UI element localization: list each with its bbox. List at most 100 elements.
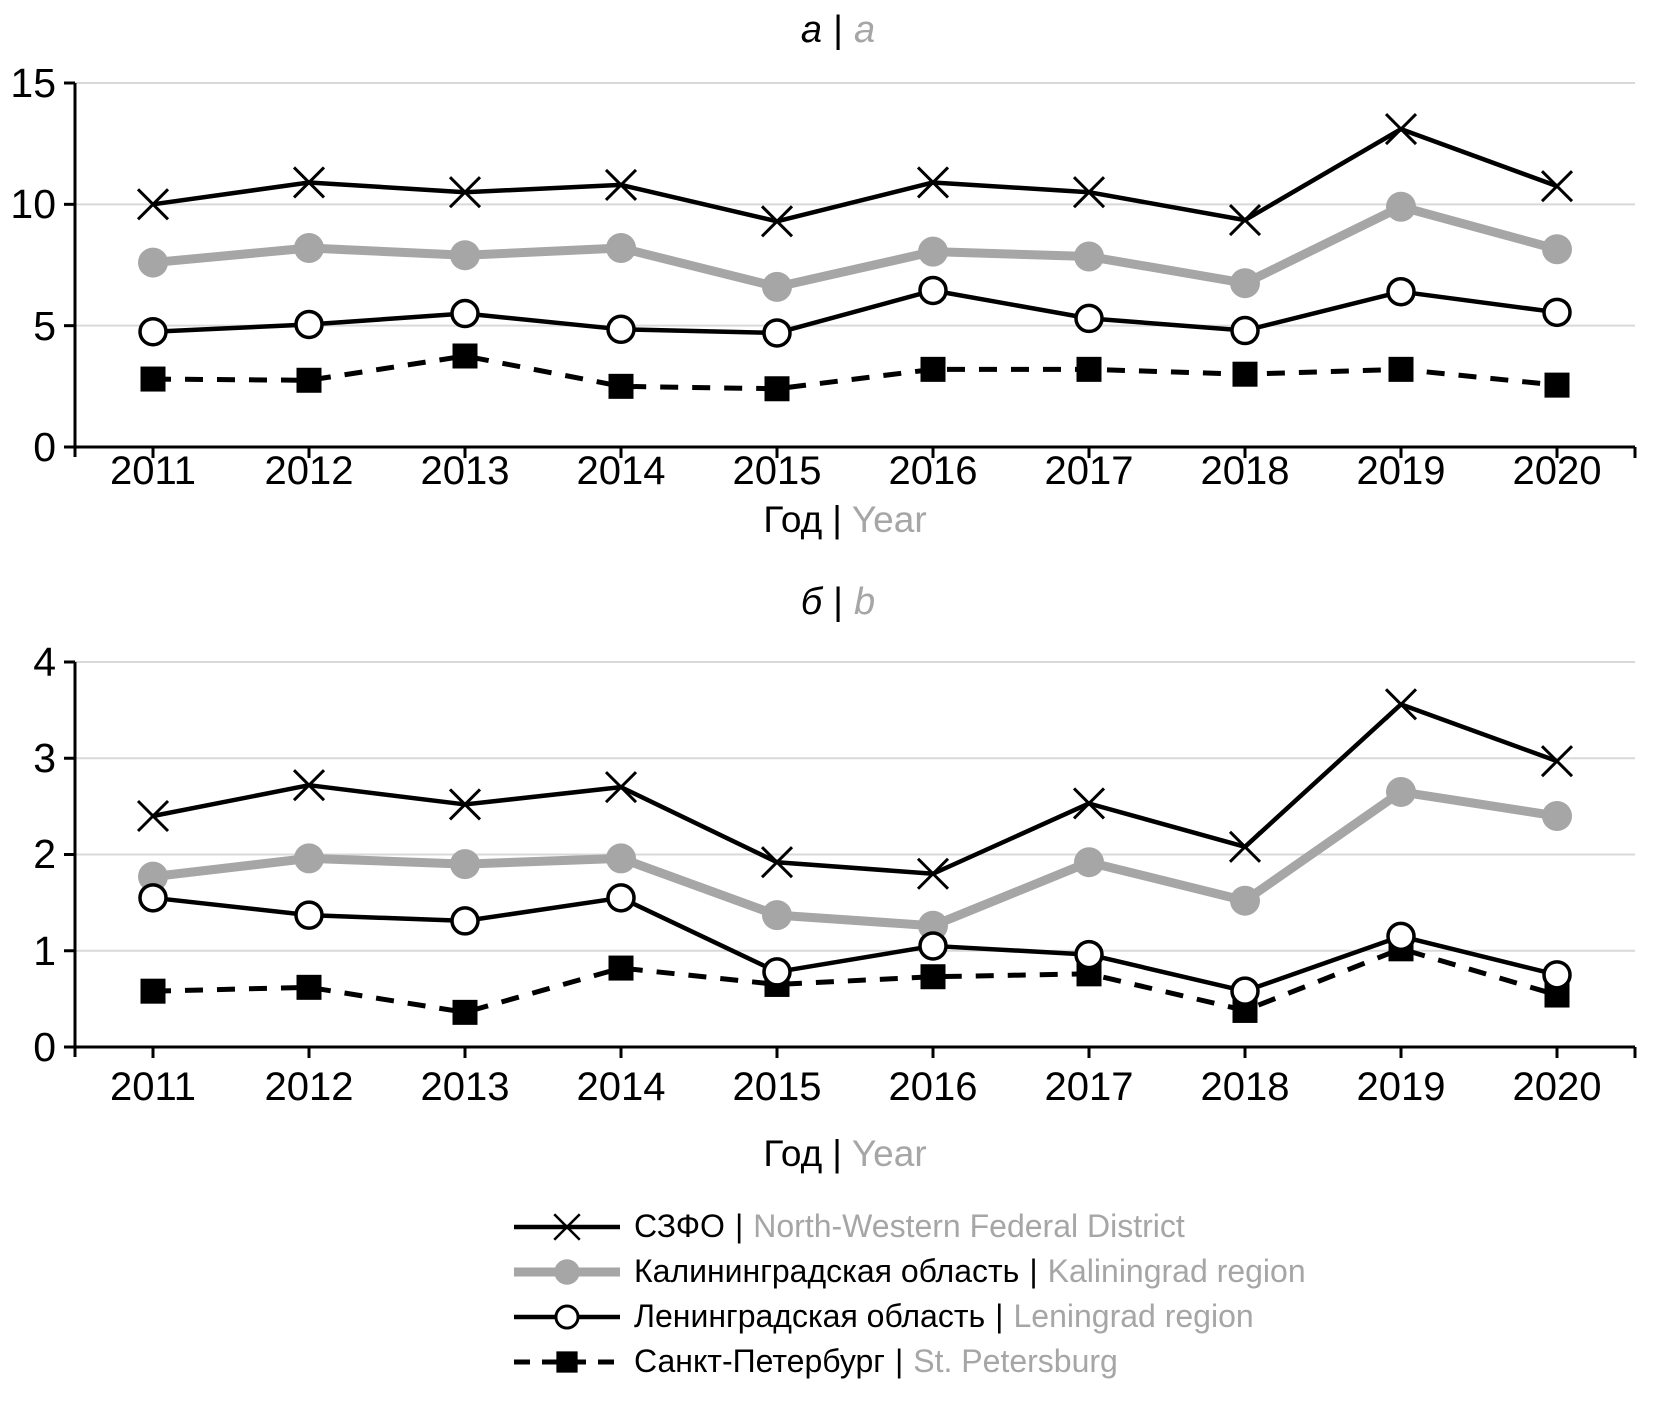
dot-marker xyxy=(606,843,636,874)
series-line xyxy=(152,126,1558,224)
open-circle-marker xyxy=(606,883,636,913)
x-marker xyxy=(1228,204,1262,237)
open-circle-marker xyxy=(450,298,480,329)
dot-marker xyxy=(450,849,480,880)
series-line xyxy=(152,946,1558,1015)
dot-marker xyxy=(918,910,948,941)
x-tick-label: 2013 xyxy=(421,449,510,493)
dot-marker xyxy=(138,861,168,892)
y-tick-label: 2 xyxy=(33,831,56,877)
x-tick-label: 2015 xyxy=(733,1065,822,1109)
x-tick-label: 2014 xyxy=(577,449,666,493)
dot-marker xyxy=(450,240,480,271)
square-marker xyxy=(608,955,634,981)
x-tick-label: 2017 xyxy=(1045,449,1134,493)
x-tick-label: 2013 xyxy=(421,1065,510,1109)
legend-separator: | xyxy=(1029,1253,1038,1289)
open-circle-marker xyxy=(1386,276,1416,307)
legend-separator: | xyxy=(894,1343,904,1379)
open-circle-marker xyxy=(762,957,792,987)
chart-a-yaxis-labels: 0 5 10 15 xyxy=(10,60,56,470)
open-circle-marker xyxy=(1230,315,1260,346)
square-marker xyxy=(1232,361,1258,387)
open-circle-marker xyxy=(606,314,636,345)
open-circle-marker xyxy=(1542,960,1572,990)
chart-a-xaxis-title: Год | Year xyxy=(763,499,926,540)
x-marker xyxy=(1228,830,1262,863)
legend-item-szfo: СЗФО | North-Western Federal District xyxy=(512,1204,1306,1249)
x-marker xyxy=(604,771,638,804)
open-circle-marker xyxy=(138,316,168,347)
dot-marker xyxy=(1074,241,1104,272)
square-marker xyxy=(140,978,166,1004)
x-tick-label: 2020 xyxy=(1513,1065,1602,1109)
open-circle-marker xyxy=(1386,921,1416,952)
x-marker xyxy=(553,1212,581,1241)
legend-item-kaliningrad: Калининградская область | Kaliningrad re… xyxy=(512,1249,1306,1294)
dot-marker xyxy=(1230,268,1260,299)
dot-marker xyxy=(294,843,324,874)
series-line xyxy=(152,702,1558,876)
open-circle-marker xyxy=(1230,976,1260,1006)
x-marker xyxy=(292,769,326,802)
line-open-circle-marker-icon xyxy=(514,1303,620,1330)
dot-marker xyxy=(1230,885,1260,916)
open-circle-marker xyxy=(918,275,948,306)
series-line xyxy=(152,202,1559,292)
x-marker xyxy=(916,166,950,199)
x-marker xyxy=(1072,176,1106,209)
square-marker xyxy=(1544,372,1570,398)
dot-marker xyxy=(1386,776,1416,807)
chart-b: б | b 0 1 2 3 4 2011 2012 2013 2014 2015 2016 20… xyxy=(33,581,1637,1174)
legend-label-en: St. Petersburg xyxy=(913,1343,1118,1379)
open-circle-marker xyxy=(138,883,168,913)
legend-label-ru: Ленинградская область xyxy=(634,1298,986,1334)
chart-a: а | a 0 5 10 15 2011 2012 2013 2014 2015 2016 20… xyxy=(10,9,1637,540)
square-marker xyxy=(1076,356,1102,382)
series-line xyxy=(152,895,1558,994)
square-marker xyxy=(920,964,946,990)
legend: СЗФО | North-Western Federal District Ка… xyxy=(512,1204,1306,1384)
dot-marker xyxy=(918,236,948,267)
x-marker xyxy=(1540,745,1574,778)
open-circle-marker xyxy=(1074,939,1104,970)
x-tick-label: 2019 xyxy=(1357,449,1446,493)
y-tick-label: 5 xyxy=(33,303,56,349)
x-tick-label: 2012 xyxy=(265,1065,354,1109)
series-line xyxy=(152,787,1558,931)
x-tick-label: 2018 xyxy=(1201,1065,1290,1109)
square-marker xyxy=(452,999,478,1025)
open-circle-marker xyxy=(1074,303,1104,334)
legend-item-leningrad: Ленинградская область | Leningrad region xyxy=(512,1294,1306,1339)
square-marker xyxy=(556,1350,578,1373)
open-circle-marker xyxy=(450,906,480,936)
x-marker xyxy=(1384,688,1418,721)
legend-separator: | xyxy=(734,1208,744,1244)
legend-label-ru: СЗФО xyxy=(634,1208,725,1244)
x-marker xyxy=(1072,787,1106,820)
x-marker xyxy=(448,788,482,821)
x-marker xyxy=(604,168,638,201)
square-marker xyxy=(140,366,166,392)
x-tick-label: 2016 xyxy=(889,1065,978,1109)
x-marker xyxy=(760,846,794,879)
legend-label-en: North-Western Federal District xyxy=(753,1208,1185,1244)
legend-label-ru: Калининградская область xyxy=(634,1253,1020,1289)
dot-marker xyxy=(762,271,792,302)
chart-a-xlabels: 2011 2012 2013 2014 2015 2016 2017 2018 2019 2020 xyxy=(110,449,1602,493)
open-circle-marker xyxy=(918,931,948,961)
open-circle-marker xyxy=(294,309,324,340)
square-marker xyxy=(452,343,478,369)
x-tick-label: 2015 xyxy=(733,449,822,493)
chart-a-title: а | a xyxy=(801,9,875,51)
open-circle-marker xyxy=(1542,297,1572,328)
square-marker xyxy=(296,367,322,393)
x-marker xyxy=(1540,170,1574,203)
chart-b-title: б | b xyxy=(801,581,875,623)
y-tick-label: 4 xyxy=(33,639,56,685)
dashed-line-square-marker-icon xyxy=(514,1350,620,1373)
dot-marker xyxy=(762,900,792,931)
legend-label-ru: Санкт-Петербург xyxy=(634,1343,885,1379)
legend-label-en: Kaliningrad region xyxy=(1047,1253,1306,1289)
